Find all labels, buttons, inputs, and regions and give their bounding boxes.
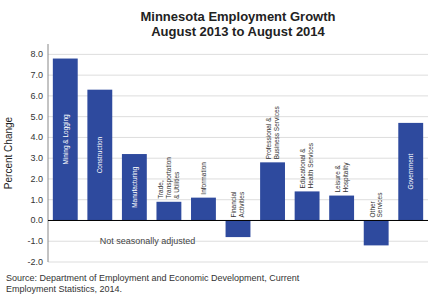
bar <box>156 202 181 221</box>
category-label: Leisure &Hospitality <box>334 162 350 193</box>
category-label-line: Business Services <box>273 105 280 159</box>
category-label-line: Government <box>407 154 414 190</box>
category-label-line: Leisure & <box>334 164 341 192</box>
category-label-line: Construction <box>96 136 103 173</box>
grid-line <box>48 75 428 76</box>
category-label: OtherServices <box>369 192 384 218</box>
source: Source: Department of Employment and Eco… <box>6 273 300 294</box>
category-label-line: Information <box>200 162 207 195</box>
category-label-line: Health Services <box>307 142 314 188</box>
bar <box>398 123 423 221</box>
category-label-line: Activities <box>238 191 245 217</box>
bar <box>191 198 216 221</box>
grid-line <box>48 54 428 55</box>
category-label: FinancialActivities <box>230 191 245 218</box>
category-label-line: Financial <box>230 191 237 218</box>
category-label-line: Services <box>376 192 383 218</box>
category-label: Construction <box>96 136 103 173</box>
tick-label: 5.0 <box>30 112 43 122</box>
grid-line <box>48 220 428 221</box>
category-label-line: Transportation <box>165 157 173 199</box>
category-label-line: Manufacturing <box>131 166 139 208</box>
tick-label: 6.0 <box>30 91 43 101</box>
tick-label: -1.0 <box>27 236 43 246</box>
y-axis-line <box>48 44 49 262</box>
category-label-line: Trade, <box>157 180 164 199</box>
bar <box>329 196 354 221</box>
tick-label: 4.0 <box>30 132 43 142</box>
category-label: Government <box>407 154 414 190</box>
category-label-line: Hospitality <box>342 162 350 193</box>
source-line: Source: Department of Employment and Eco… <box>6 273 300 283</box>
category-labels: Mining & Logging Construction Manufacturin… <box>62 105 414 217</box>
tick-label: 7.0 <box>30 70 43 80</box>
tick-label: 2.0 <box>30 174 43 184</box>
bar <box>260 162 285 220</box>
bar <box>87 90 112 221</box>
bar <box>295 191 320 220</box>
category-label-line: Professional & <box>265 117 272 160</box>
category-label: Educational &Health Services <box>299 142 314 188</box>
category-label: Professional &Business Services <box>265 105 280 159</box>
category-label-line: Other <box>369 200 376 217</box>
bars <box>53 59 423 246</box>
category-label-line: Educational & <box>299 148 306 189</box>
chart: Minnesota Employment GrowthAugust 2013 t… <box>0 0 436 298</box>
bar <box>122 154 147 220</box>
y-axis-label: Percent Change <box>3 116 14 189</box>
bar <box>364 220 389 245</box>
grid <box>48 54 428 262</box>
category-label: Trade,Transportation& Utilities <box>157 157 180 199</box>
bar <box>226 220 251 237</box>
bar <box>53 59 78 221</box>
title-line: Minnesota Employment Growth <box>140 9 335 24</box>
tick-label: 8.0 <box>30 49 43 59</box>
source-line: Employment Statistics, 2014. <box>6 284 122 294</box>
zero-line <box>48 220 428 221</box>
tick-label: 0.0 <box>30 215 43 225</box>
title-line: August 2013 to August 2014 <box>151 24 325 39</box>
category-label-line: & Utilities <box>173 171 180 199</box>
tick-label: 3.0 <box>30 153 43 163</box>
category-label: Manufacturing <box>131 166 139 208</box>
note: Not seasonally adjusted <box>100 236 196 246</box>
tick-label: -2.0 <box>27 257 43 267</box>
category-label: Information <box>200 162 207 195</box>
tick-label: 1.0 <box>30 195 43 205</box>
grid-line <box>48 262 428 263</box>
title: Minnesota Employment GrowthAugust 2013 t… <box>140 9 335 39</box>
category-label-line: Mining & Logging <box>62 114 70 165</box>
category-label: Mining & Logging <box>62 114 70 165</box>
y-ticks: -2.0 -1.0 0.0 1.0 2.0 3.0 4.0 5.0 6.0 7.0 8.0 <box>27 49 43 267</box>
